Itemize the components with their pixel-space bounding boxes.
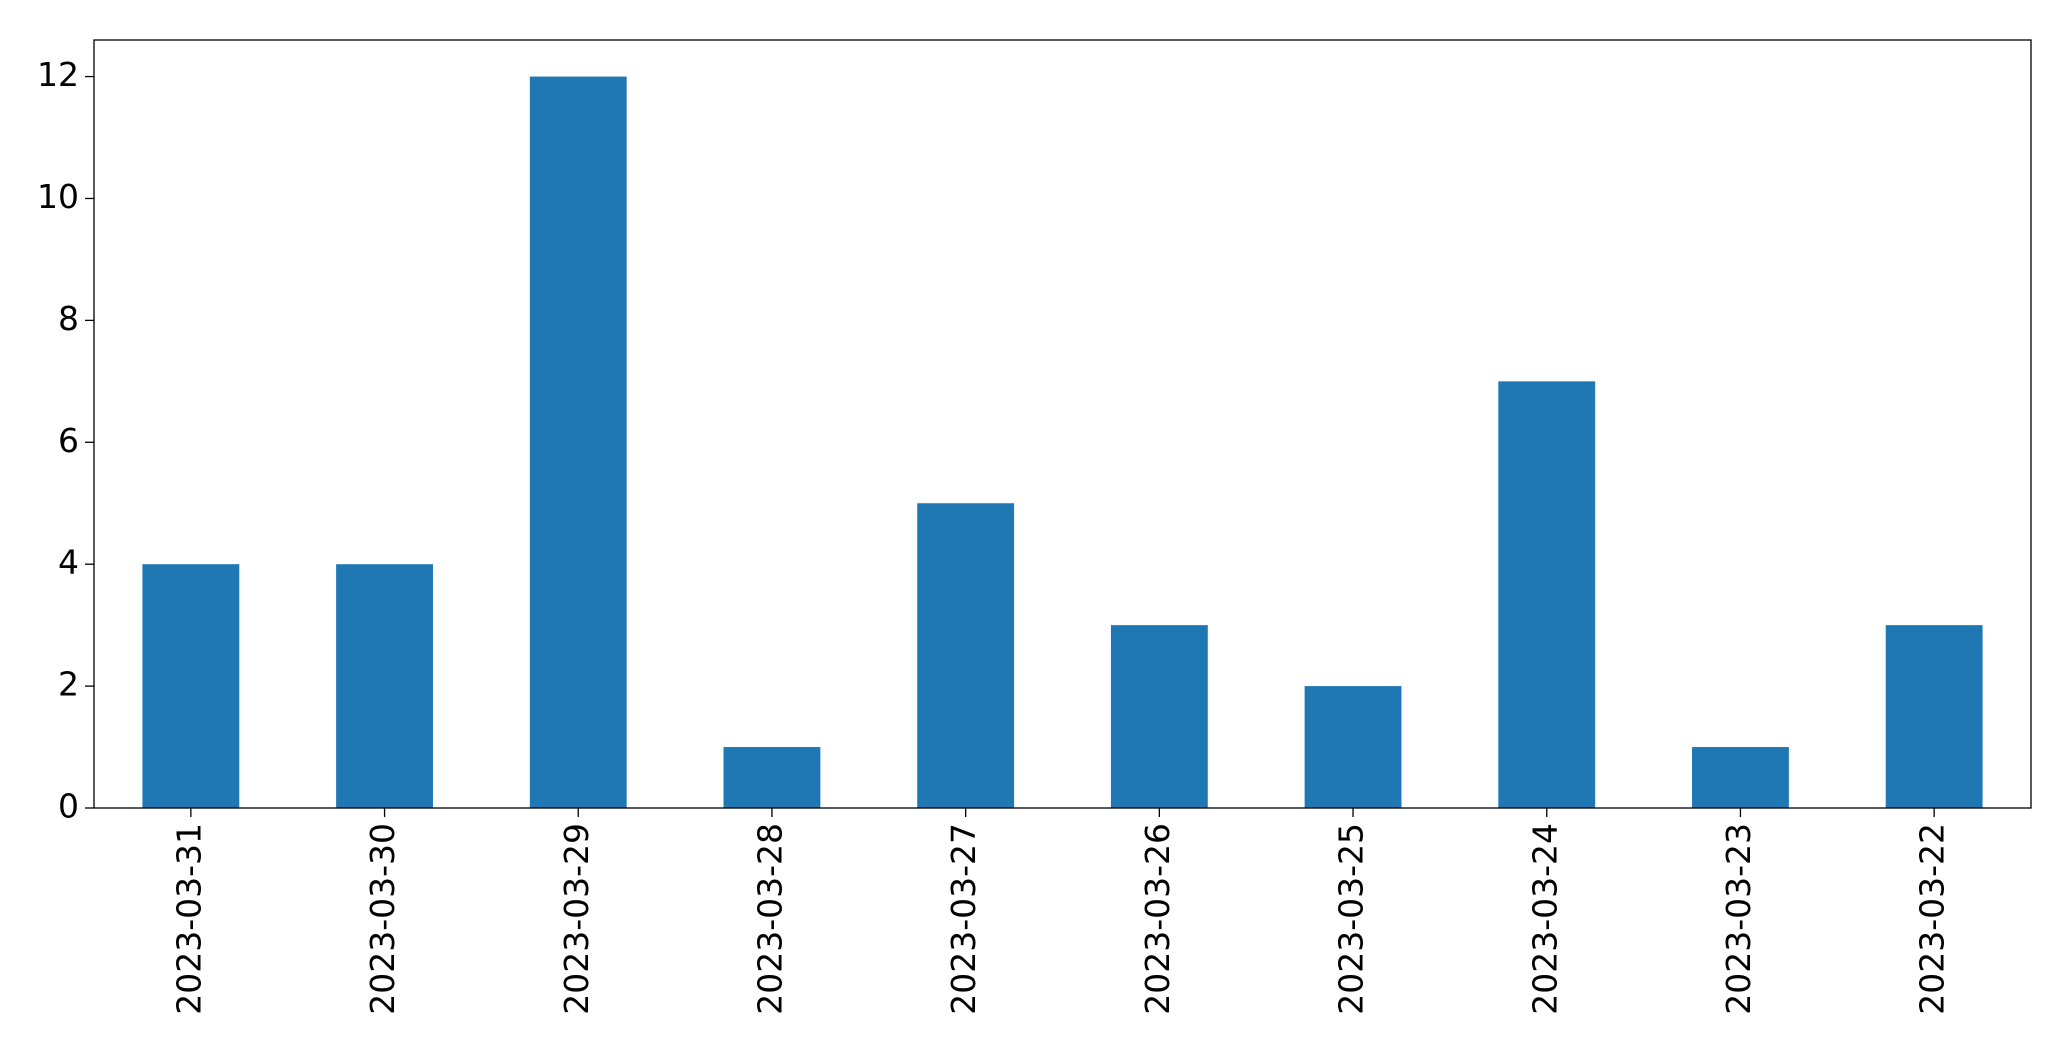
y-tick-label: 4 (58, 543, 79, 582)
bar (1498, 381, 1596, 808)
x-tick-label: 2023-03-29 (557, 823, 596, 1015)
bar (336, 564, 433, 808)
x-tick-label: 2023-03-31 (169, 823, 208, 1015)
x-tick-label: 2023-03-24 (1525, 823, 1564, 1015)
y-tick-label: 0 (58, 787, 79, 826)
bar (1885, 625, 1983, 808)
bar (723, 747, 821, 808)
bar (1692, 747, 1789, 808)
x-tick-label: 2023-03-22 (1913, 823, 1952, 1015)
y-tick-label: 2 (58, 665, 79, 704)
bar (529, 76, 627, 809)
bar (142, 564, 240, 808)
x-tick-label: 2023-03-26 (1138, 823, 1177, 1015)
bar (1304, 686, 1402, 808)
y-tick-label: 8 (58, 299, 79, 338)
y-tick-label: 10 (37, 177, 79, 216)
bar (917, 503, 1015, 808)
y-tick-label: 6 (58, 421, 79, 460)
x-tick-label: 2023-03-25 (1332, 823, 1371, 1015)
x-tick-label: 2023-03-27 (944, 823, 983, 1015)
bar (1110, 625, 1208, 808)
x-tick-label: 2023-03-30 (363, 823, 402, 1015)
y-tick-label: 12 (37, 55, 79, 94)
plot-frame (93, 39, 2032, 809)
x-tick-label: 2023-03-23 (1719, 823, 1758, 1015)
x-tick-label: 2023-03-28 (750, 823, 789, 1015)
